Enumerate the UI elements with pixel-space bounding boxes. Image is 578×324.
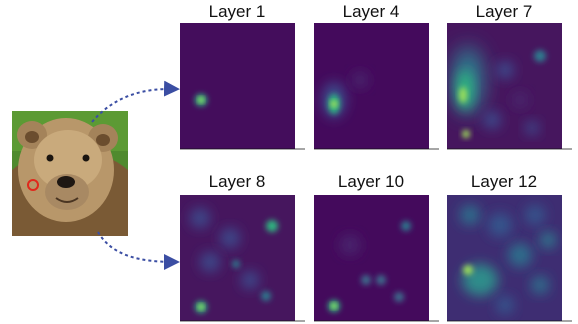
panel-label-layer-7: Layer 7 [476,2,533,21]
attention-map-layer-10 [314,195,429,321]
arrow-top [91,80,180,123]
source-image [12,111,128,236]
attention-map-layer-12 [447,195,562,321]
attention-map-layer-1 [180,23,295,149]
attention-map-layer-7 [447,23,562,149]
panel-label-layer-8: Layer 8 [209,172,266,191]
panel-label-layer-10: Layer 10 [338,172,404,191]
attention-map-layer-4 [314,23,429,149]
panel-label-layer-12: Layer 12 [471,172,537,191]
query-marker [27,179,39,191]
attention-map-layer-8 [180,195,295,321]
arrow-bottom [97,231,180,270]
panel-label-layer-1: Layer 1 [209,2,266,21]
panel-label-layer-4: Layer 4 [343,2,400,21]
